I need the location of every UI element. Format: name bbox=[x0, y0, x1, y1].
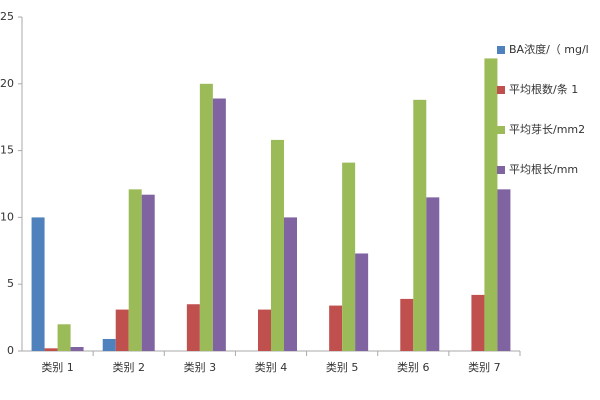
bar bbox=[471, 294, 485, 351]
bar bbox=[44, 348, 58, 351]
bar bbox=[413, 99, 427, 351]
x-tick-label: 类别 7 bbox=[468, 360, 501, 374]
bar bbox=[199, 83, 213, 352]
bar bbox=[484, 58, 498, 351]
bar bbox=[271, 139, 284, 351]
legend-label: BA浓度/（ mg/l bbox=[509, 42, 589, 56]
bar bbox=[497, 189, 511, 351]
y-tick-label: 15 bbox=[0, 144, 14, 157]
bar bbox=[57, 324, 71, 351]
y-tick-label: 20 bbox=[0, 77, 14, 90]
x-tick-label: 类别 5 bbox=[326, 360, 359, 374]
bar bbox=[212, 98, 226, 351]
bar bbox=[329, 305, 343, 351]
legend-swatch bbox=[497, 86, 505, 94]
legend-label: 平均根长/mm bbox=[509, 162, 578, 176]
x-tick-label: 类别 2 bbox=[112, 360, 145, 374]
bar bbox=[31, 217, 45, 351]
bar bbox=[186, 304, 200, 351]
x-tick-label: 类别 1 bbox=[41, 360, 74, 374]
bar bbox=[258, 309, 271, 351]
bar bbox=[426, 197, 440, 351]
bar bbox=[70, 346, 84, 351]
x-tick-label: 类别 6 bbox=[397, 360, 430, 374]
bar bbox=[115, 309, 129, 351]
bar bbox=[128, 189, 142, 351]
bar bbox=[141, 194, 155, 351]
bar bbox=[400, 298, 414, 351]
legend-label: 平均芽长/mm2 bbox=[509, 122, 585, 136]
legend-swatch bbox=[497, 166, 505, 174]
legend-swatch bbox=[497, 46, 505, 54]
bar bbox=[342, 162, 356, 351]
bar bbox=[102, 338, 116, 351]
legend-label: 平均根数/条 1 bbox=[509, 82, 578, 96]
x-tick-label: 类别 3 bbox=[184, 360, 217, 374]
y-tick-label: 5 bbox=[7, 277, 14, 290]
legend-swatch bbox=[497, 126, 505, 134]
y-tick-label: 0 bbox=[7, 344, 14, 357]
bar bbox=[355, 253, 369, 351]
y-tick-label: 25 bbox=[0, 10, 14, 23]
bar bbox=[284, 217, 297, 351]
x-tick-label: 类别 4 bbox=[255, 360, 288, 374]
y-tick-label: 10 bbox=[0, 210, 14, 223]
